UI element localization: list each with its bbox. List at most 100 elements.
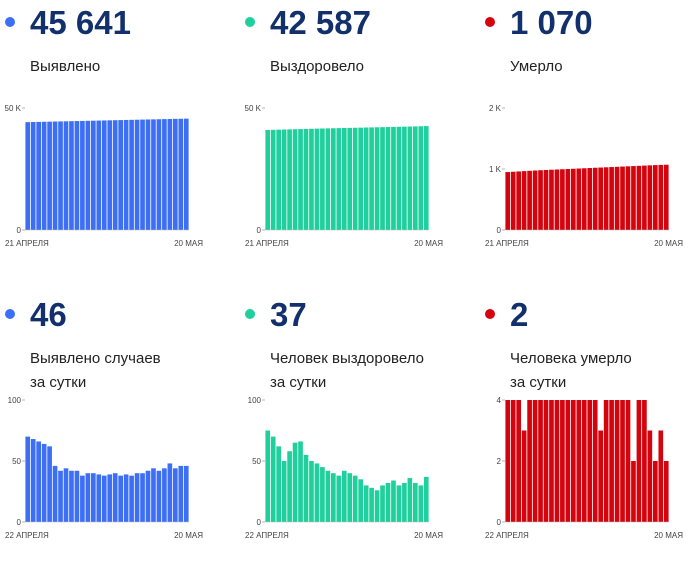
bar xyxy=(663,461,669,522)
x-axis-start-label: 22 АПРЕЛЯ xyxy=(245,531,289,540)
bar xyxy=(560,169,565,230)
stat-value: 2 xyxy=(510,296,529,333)
bar xyxy=(173,118,178,230)
bar xyxy=(341,128,347,230)
bar xyxy=(80,120,85,230)
stat-value: 42 587 xyxy=(270,4,371,41)
bar xyxy=(642,400,647,522)
x-axis-end-label: 20 МАЯ xyxy=(654,531,683,540)
bar xyxy=(63,121,69,230)
bar-chart: 0 50 K 21 АПРЕЛЯ 20 МАЯ xyxy=(5,104,204,248)
x-axis-end-label: 20 МАЯ xyxy=(654,239,683,248)
bar xyxy=(369,127,374,230)
stat-label-secondary: за сутки xyxy=(510,374,567,391)
bar xyxy=(298,129,303,230)
stat-panel: 42 587 Выздоровело 0 50 K 21 АПРЕЛЯ 20 МАЯ xyxy=(240,0,470,290)
bar xyxy=(52,121,58,230)
bar xyxy=(74,470,80,522)
bar xyxy=(347,127,353,230)
y-tick-label: 2 xyxy=(497,457,502,466)
bar xyxy=(314,463,320,522)
bar xyxy=(658,164,664,230)
stat-value: 37 xyxy=(270,296,307,333)
bar xyxy=(358,479,363,522)
bar xyxy=(620,166,625,230)
bar xyxy=(658,430,664,522)
bar xyxy=(129,119,134,230)
bar xyxy=(91,473,96,522)
series-dot-icon xyxy=(245,309,255,319)
bar xyxy=(538,400,543,522)
bar xyxy=(341,470,347,522)
bar xyxy=(407,126,413,230)
bar xyxy=(36,121,41,230)
bar xyxy=(505,400,511,522)
bar xyxy=(96,120,102,230)
bar xyxy=(571,168,576,230)
bar xyxy=(352,127,358,230)
bar xyxy=(369,487,374,522)
bar xyxy=(647,165,653,230)
bar-chart: 0 50 100 22 АПРЕЛЯ 20 МАЯ xyxy=(245,396,443,540)
bar xyxy=(347,473,353,522)
x-axis-start-label: 21 АПРЕЛЯ xyxy=(245,239,289,248)
bar xyxy=(118,475,123,522)
bar xyxy=(374,127,380,230)
bar xyxy=(592,400,598,522)
bar xyxy=(303,454,309,522)
bar xyxy=(107,120,113,230)
bar xyxy=(58,121,63,230)
bar xyxy=(571,400,576,522)
bar xyxy=(576,168,582,230)
bar xyxy=(276,129,281,230)
bar xyxy=(631,461,636,522)
bar xyxy=(565,400,571,522)
bar xyxy=(270,129,276,230)
bar xyxy=(58,470,63,522)
bar xyxy=(527,170,532,230)
bar xyxy=(391,480,396,522)
stat-label-secondary: за сутки xyxy=(270,374,327,391)
x-axis-start-label: 21 АПРЕЛЯ xyxy=(485,239,529,248)
bar xyxy=(625,166,631,230)
bar xyxy=(516,171,521,230)
bar xyxy=(112,120,118,230)
bar xyxy=(134,119,140,230)
bar xyxy=(276,446,281,522)
bar xyxy=(270,436,276,522)
bar xyxy=(576,400,582,522)
bar xyxy=(647,430,653,522)
bar xyxy=(636,165,642,230)
bar xyxy=(385,482,391,522)
series-dot-icon xyxy=(485,309,495,319)
bar xyxy=(331,128,336,230)
bar xyxy=(609,167,614,230)
bar xyxy=(423,476,429,522)
bar xyxy=(167,118,173,230)
bar xyxy=(85,473,91,522)
bar xyxy=(298,441,303,522)
y-tick-label: 4 xyxy=(497,396,502,405)
bar xyxy=(642,165,647,230)
bar xyxy=(96,474,102,522)
bar xyxy=(385,127,391,230)
y-tick-label: 100 xyxy=(8,396,22,405)
stat-panel: 46 Выявлено случаев за сутки 0 50 100 22 АПРЕЛ… xyxy=(0,292,230,582)
bar xyxy=(396,126,402,230)
bar xyxy=(303,128,309,230)
bar xyxy=(287,129,292,230)
bar xyxy=(30,122,36,230)
stat-label: Человек выздоровело xyxy=(270,350,424,367)
x-axis-end-label: 20 МАЯ xyxy=(414,531,443,540)
bar xyxy=(63,468,69,522)
bar xyxy=(609,400,614,522)
x-axis-start-label: 22 АПРЕЛЯ xyxy=(5,531,49,540)
x-axis-end-label: 20 МАЯ xyxy=(174,531,203,540)
bar xyxy=(543,169,549,230)
bar xyxy=(173,468,178,522)
bar xyxy=(532,400,538,522)
y-tick-label: 50 K xyxy=(245,104,262,113)
bar xyxy=(178,465,184,522)
bar xyxy=(336,128,342,230)
bar xyxy=(69,470,74,522)
